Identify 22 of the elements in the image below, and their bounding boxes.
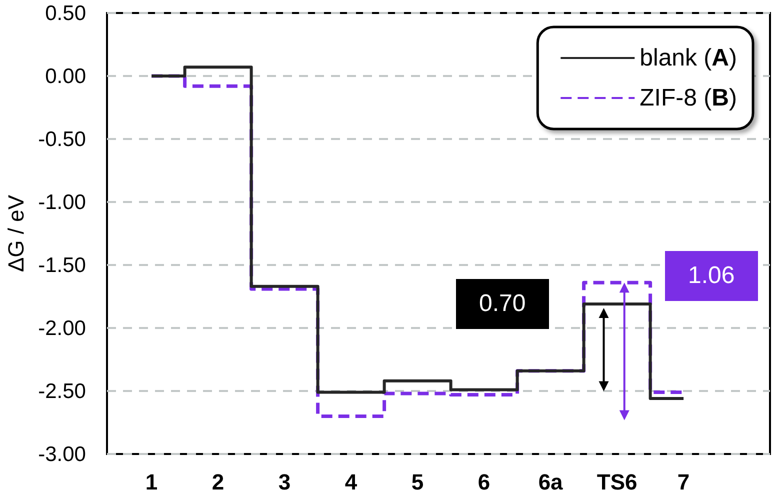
- x-tick-label: TS6: [596, 470, 638, 494]
- y-tick-label: -1.00: [38, 190, 86, 214]
- x-tick-label: 3: [278, 470, 291, 494]
- x-tick-label: 6a: [538, 470, 564, 494]
- x-tick-label: 2: [212, 470, 224, 494]
- x-tick-label: 4: [344, 470, 358, 494]
- legend-label: blank (A): [640, 44, 738, 72]
- y-tick-label: -1.50: [38, 254, 86, 276]
- x-tick-label: 7: [677, 470, 690, 494]
- y-tick-label: -3.00: [37, 442, 86, 468]
- annotation: 0.70: [456, 279, 549, 329]
- y-tick-label: -0.50: [37, 126, 86, 152]
- legend-label: ZIF-8 (B): [640, 84, 737, 112]
- annotation: 1.06: [665, 251, 758, 301]
- y-tick-label: 0.50: [44, 0, 86, 26]
- x-tick-label: 5: [411, 470, 424, 494]
- y-tick-label: 0.00: [44, 64, 86, 90]
- y-tick-label: -2.00: [37, 316, 86, 342]
- y-axis-title: ΔG / eV: [4, 194, 28, 272]
- y-tick-label: -2.50: [37, 378, 86, 404]
- x-tick-label: 1: [145, 470, 158, 494]
- x-tick-label: 6: [478, 470, 490, 494]
